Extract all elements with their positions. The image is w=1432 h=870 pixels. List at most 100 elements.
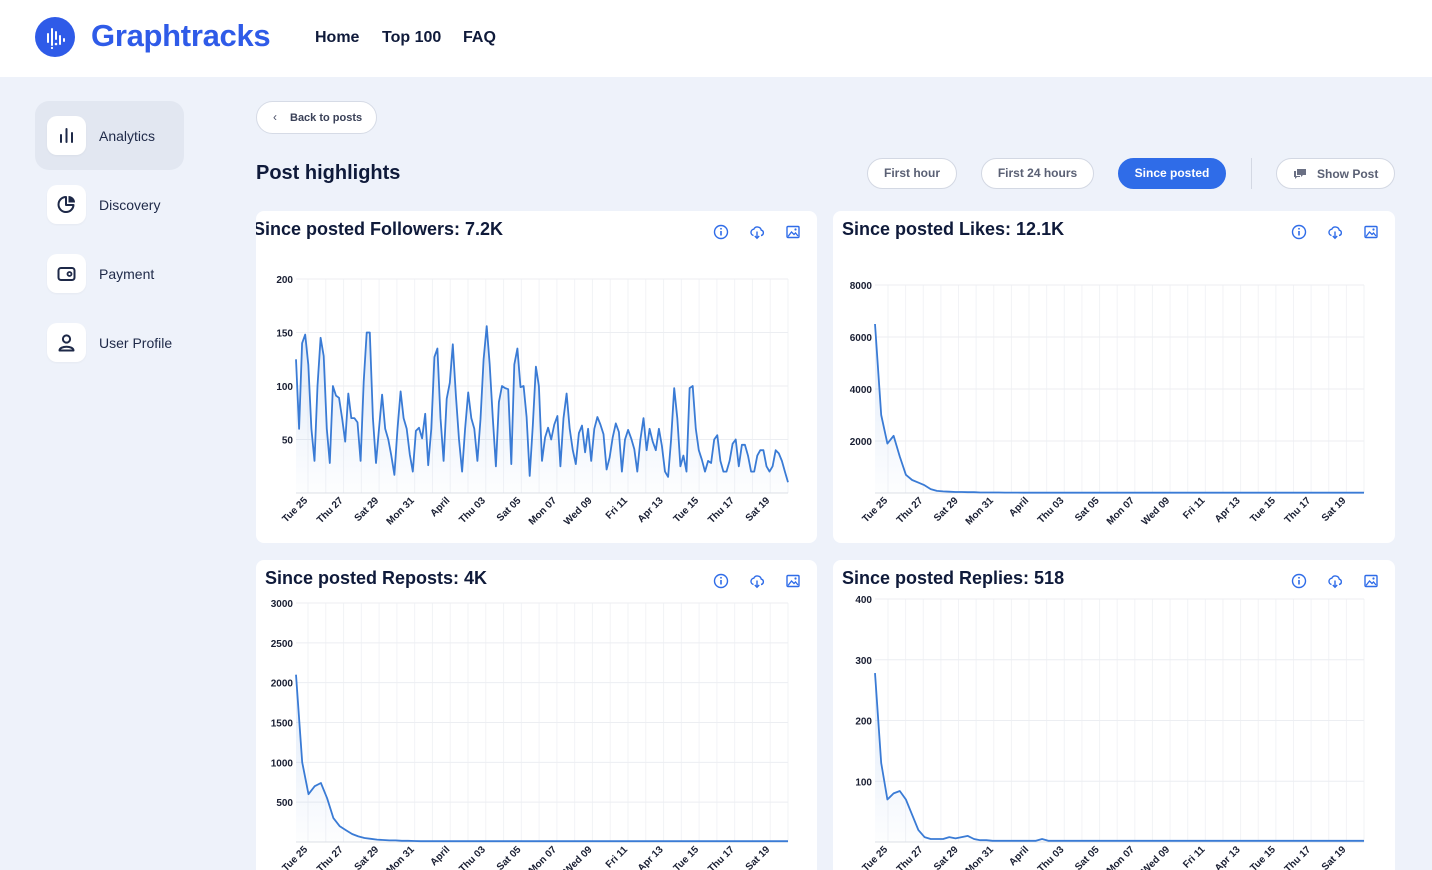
x-tick-label: Thu 27 (895, 495, 926, 526)
likes-chart-card: 2000 4000 6000 8000 Tue 25 Thu 27 Sat 29 Mon 31… (833, 211, 1395, 543)
back-to-posts-button[interactable]: ‹ Back to posts (256, 101, 377, 134)
logo-icon[interactable] (35, 17, 75, 57)
info-icon[interactable] (713, 573, 729, 589)
x-tick-label: Sat 19 (744, 495, 773, 524)
x-tick-label: Thu 03 (457, 844, 488, 870)
cloud-download-icon[interactable] (749, 573, 765, 589)
show-post-button[interactable]: Show Post (1276, 158, 1395, 189)
show-post-label: Show Post (1317, 167, 1379, 181)
x-tick-label: Thu 17 (1283, 495, 1314, 526)
image-export-icon[interactable] (785, 224, 801, 240)
reposts-chart[interactable]: 500 1000 1500 2000 2500 3000 Tue 25 Thu 27 Sat 2… (256, 560, 817, 870)
x-tick-label: Thu 03 (1036, 844, 1067, 870)
x-tick-label: Mon 07 (527, 495, 559, 527)
x-tick-label: Thu 27 (315, 495, 346, 526)
x-tick-label: Sat 29 (353, 844, 382, 870)
chat-icon (1294, 169, 1306, 179)
y-tick-label: 150 (276, 329, 293, 340)
brand-name[interactable]: Graphtracks (91, 18, 271, 53)
x-tick-label: Mon 31 (385, 495, 417, 527)
image-export-icon[interactable] (785, 573, 801, 589)
user-icon (47, 323, 86, 362)
wallet-icon (47, 254, 86, 293)
y-tick-label: 200 (276, 275, 293, 286)
x-tick-label: Apr 13 (636, 844, 666, 870)
likes-chart[interactable]: 2000 4000 6000 8000 Tue 25 Thu 27 Sat 29 Mon 31… (833, 211, 1395, 543)
y-tick-label: 50 (282, 436, 294, 447)
x-tick-label: Apr 13 (1213, 844, 1243, 870)
nav-faq[interactable]: FAQ (463, 29, 496, 46)
y-tick-label: 3000 (271, 599, 294, 610)
sidebar-item-analytics[interactable]: Analytics (35, 101, 184, 170)
x-tick-label: Tue 25 (280, 844, 310, 870)
x-tick-label: April (428, 844, 452, 868)
chart-title: Since posted Likes: 12.1K (842, 219, 1065, 239)
nav-top-100[interactable]: Top 100 (382, 29, 442, 46)
x-tick-label: Thu 03 (1036, 495, 1067, 526)
x-tick-label: Thu 27 (895, 844, 926, 870)
toolbar-divider (1251, 158, 1252, 189)
x-tick-label: Sat 05 (1073, 495, 1102, 524)
x-tick-label: Sat 29 (932, 844, 961, 870)
cloud-download-icon[interactable] (1327, 573, 1343, 589)
x-tick-label: Thu 03 (457, 495, 488, 526)
info-icon[interactable] (713, 224, 729, 240)
x-tick-label: Sat 05 (495, 495, 524, 524)
x-tick-label: Tue 15 (1248, 844, 1278, 870)
series-line[interactable] (295, 674, 788, 843)
image-export-icon[interactable] (1363, 573, 1379, 589)
series-area (875, 324, 1364, 493)
y-tick-label: 1000 (271, 758, 294, 769)
sidebar-item-label: Payment (99, 266, 155, 282)
x-tick-label: Fri 11 (1181, 844, 1208, 870)
x-tick-label: Mon 31 (964, 495, 996, 527)
back-to-posts-label: Back to posts (290, 112, 363, 124)
replies-chart[interactable]: 100 200 300 400 Tue 25 Thu 27 Sat 29 Mon 31 Apri… (833, 560, 1395, 870)
x-tick-label: April (1007, 495, 1031, 519)
series-line[interactable] (874, 673, 1364, 842)
x-tick-label: Wed 09 (562, 495, 595, 528)
nav-home[interactable]: Home (315, 29, 360, 46)
chart-title: Since posted Replies: 518 (842, 568, 1065, 588)
cloud-download-icon[interactable] (1327, 224, 1343, 240)
followers-chart[interactable]: 50 100 150 200 Tue 25 Thu 27 Sat 29 Mon 31 April… (256, 211, 817, 543)
y-tick-label: 6000 (850, 333, 873, 344)
series-line[interactable] (874, 323, 1364, 494)
x-tick-label: Tue 25 (860, 844, 890, 870)
x-tick-label: Mon 07 (1105, 495, 1137, 527)
series-line[interactable] (295, 325, 789, 483)
y-tick-label: 100 (276, 382, 293, 393)
x-tick-label: Tue 15 (672, 495, 702, 525)
x-tick-label: Apr 13 (636, 495, 666, 525)
range-first-hour-button[interactable]: First hour (867, 158, 957, 189)
bar-chart-icon (47, 116, 86, 155)
chart-title: Since posted Reposts: 4K (265, 568, 488, 588)
sidebar-item-label: Analytics (99, 128, 156, 144)
sidebar-item-payment[interactable]: Payment (35, 239, 184, 308)
x-tick-label: Fri 11 (604, 495, 631, 522)
x-tick-label: Sat 05 (495, 844, 524, 870)
info-icon[interactable] (1291, 224, 1307, 240)
y-tick-label: 2500 (271, 639, 294, 650)
range-first-24-hours-button[interactable]: First 24 hours (981, 158, 1094, 189)
x-tick-label: Wed 09 (1140, 844, 1173, 870)
y-tick-label: 400 (855, 595, 872, 606)
y-tick-label: 500 (276, 798, 293, 809)
range-since-posted-button[interactable]: Since posted (1118, 158, 1226, 189)
x-tick-label: Sat 05 (1073, 844, 1102, 870)
sidebar-item-user-profile[interactable]: User Profile (35, 308, 184, 377)
x-tick-label: April (1007, 844, 1031, 868)
x-tick-label: Mon 07 (1105, 844, 1137, 870)
x-tick-label: Wed 09 (562, 844, 595, 870)
x-tick-label: Tue 25 (280, 495, 310, 525)
x-tick-label: Thu 17 (706, 844, 737, 870)
y-tick-label: 300 (855, 656, 872, 667)
x-tick-label: Mon 31 (385, 844, 417, 870)
image-export-icon[interactable] (1363, 224, 1379, 240)
sidebar-item-discovery[interactable]: Discovery (35, 170, 184, 239)
x-tick-label: Thu 27 (315, 844, 346, 870)
x-tick-label: Thu 17 (706, 495, 737, 526)
cloud-download-icon[interactable] (749, 224, 765, 240)
info-icon[interactable] (1291, 573, 1307, 589)
x-tick-label: Thu 17 (1283, 844, 1314, 870)
